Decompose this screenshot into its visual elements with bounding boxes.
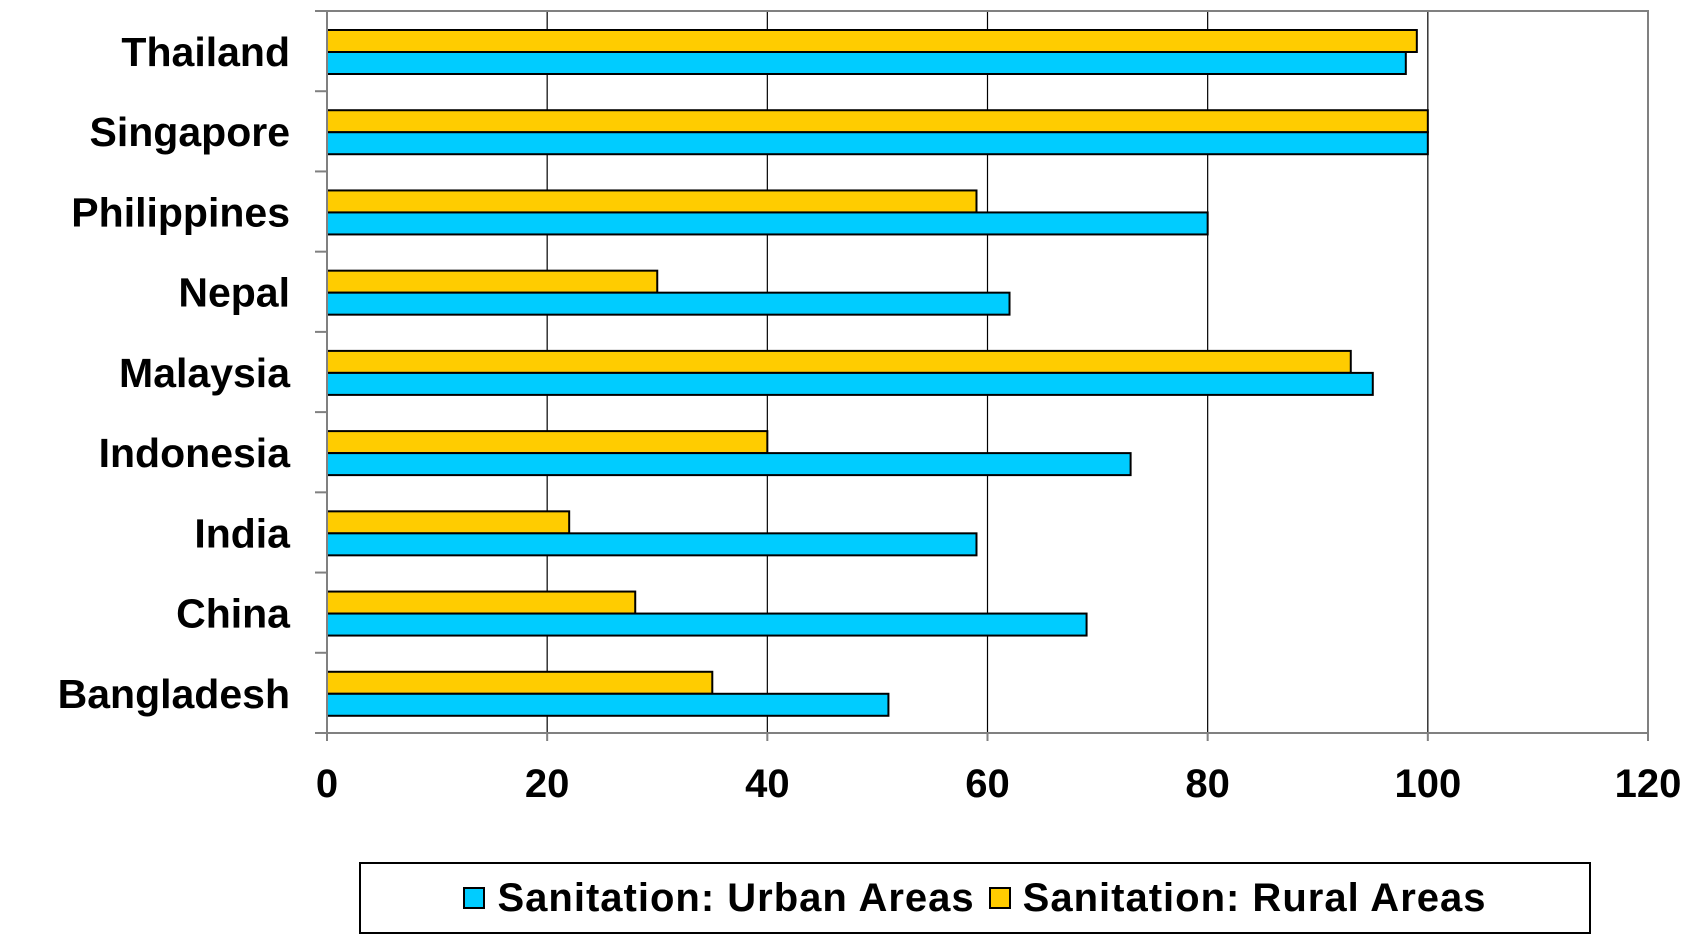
category-label-malaysia: Malaysia [119, 350, 291, 396]
legend-item-urban: Sanitation: Urban Areas [463, 876, 974, 921]
bar-urban-singapore [326, 131, 1429, 156]
category-label-bangladesh: Bangladesh [58, 671, 290, 717]
bar-urban-indonesia [326, 452, 1132, 477]
bar-urban-malaysia [326, 371, 1374, 396]
bar-rural-singapore [326, 109, 1429, 134]
category-label-thailand: Thailand [121, 29, 290, 75]
legend-item-rural: Sanitation: Rural Areas [988, 875, 1487, 921]
x-tick-label: 120 [1615, 762, 1682, 806]
bar-urban-bangladesh [326, 692, 890, 717]
bar-urban-thailand [326, 51, 1407, 75]
bar-rural-nepal [326, 269, 659, 294]
category-label-singapore: Singapore [90, 109, 290, 155]
legend: Sanitation: Urban Areas Sanitation: Rura… [359, 862, 1591, 934]
x-tick-label: 60 [965, 762, 1010, 806]
legend-swatch-urban [463, 887, 486, 909]
x-tick-label: 40 [745, 762, 790, 806]
bar-rural-malaysia [326, 349, 1352, 374]
bars [326, 29, 1429, 717]
x-tick-label: 100 [1394, 762, 1461, 806]
legend-swatch-rural [988, 887, 1011, 909]
bar-rural-indonesia [326, 430, 769, 455]
category-labels: Thailand Singapore Philippines Nepal Malaysi… [58, 29, 292, 717]
bar-chart: 0 20 40 60 80 100 120 Thailand Singapore Philipp… [58, 10, 1682, 806]
bar-rural-thailand [326, 29, 1418, 53]
bar-rural-india [326, 510, 571, 535]
bar-urban-china [326, 612, 1088, 637]
x-tick-label: 0 [316, 762, 338, 806]
category-label-philippines: Philippines [71, 189, 290, 235]
x-tick-label: 80 [1185, 762, 1230, 806]
category-label-indonesia: Indonesia [99, 430, 292, 476]
plot-frame [326, 10, 1649, 734]
bar-urban-india [326, 532, 978, 557]
axes [315, 10, 1649, 741]
legend-label-rural: Sanitation: Rural Areas [1022, 875, 1487, 920]
category-label-china: China [176, 591, 291, 637]
bar-rural-china [326, 590, 637, 615]
bar-urban-nepal [326, 291, 1011, 316]
category-label-nepal: Nepal [178, 270, 290, 316]
bar-urban-philippines [326, 211, 1209, 236]
legend-label-urban: Sanitation: Urban Areas [497, 875, 975, 920]
bar-rural-bangladesh [326, 670, 714, 695]
x-tick-label: 20 [525, 762, 570, 806]
category-label-india: India [194, 510, 291, 556]
bar-rural-philippines [326, 189, 978, 214]
x-tick-labels: 0 20 40 60 80 100 120 [316, 762, 1682, 806]
